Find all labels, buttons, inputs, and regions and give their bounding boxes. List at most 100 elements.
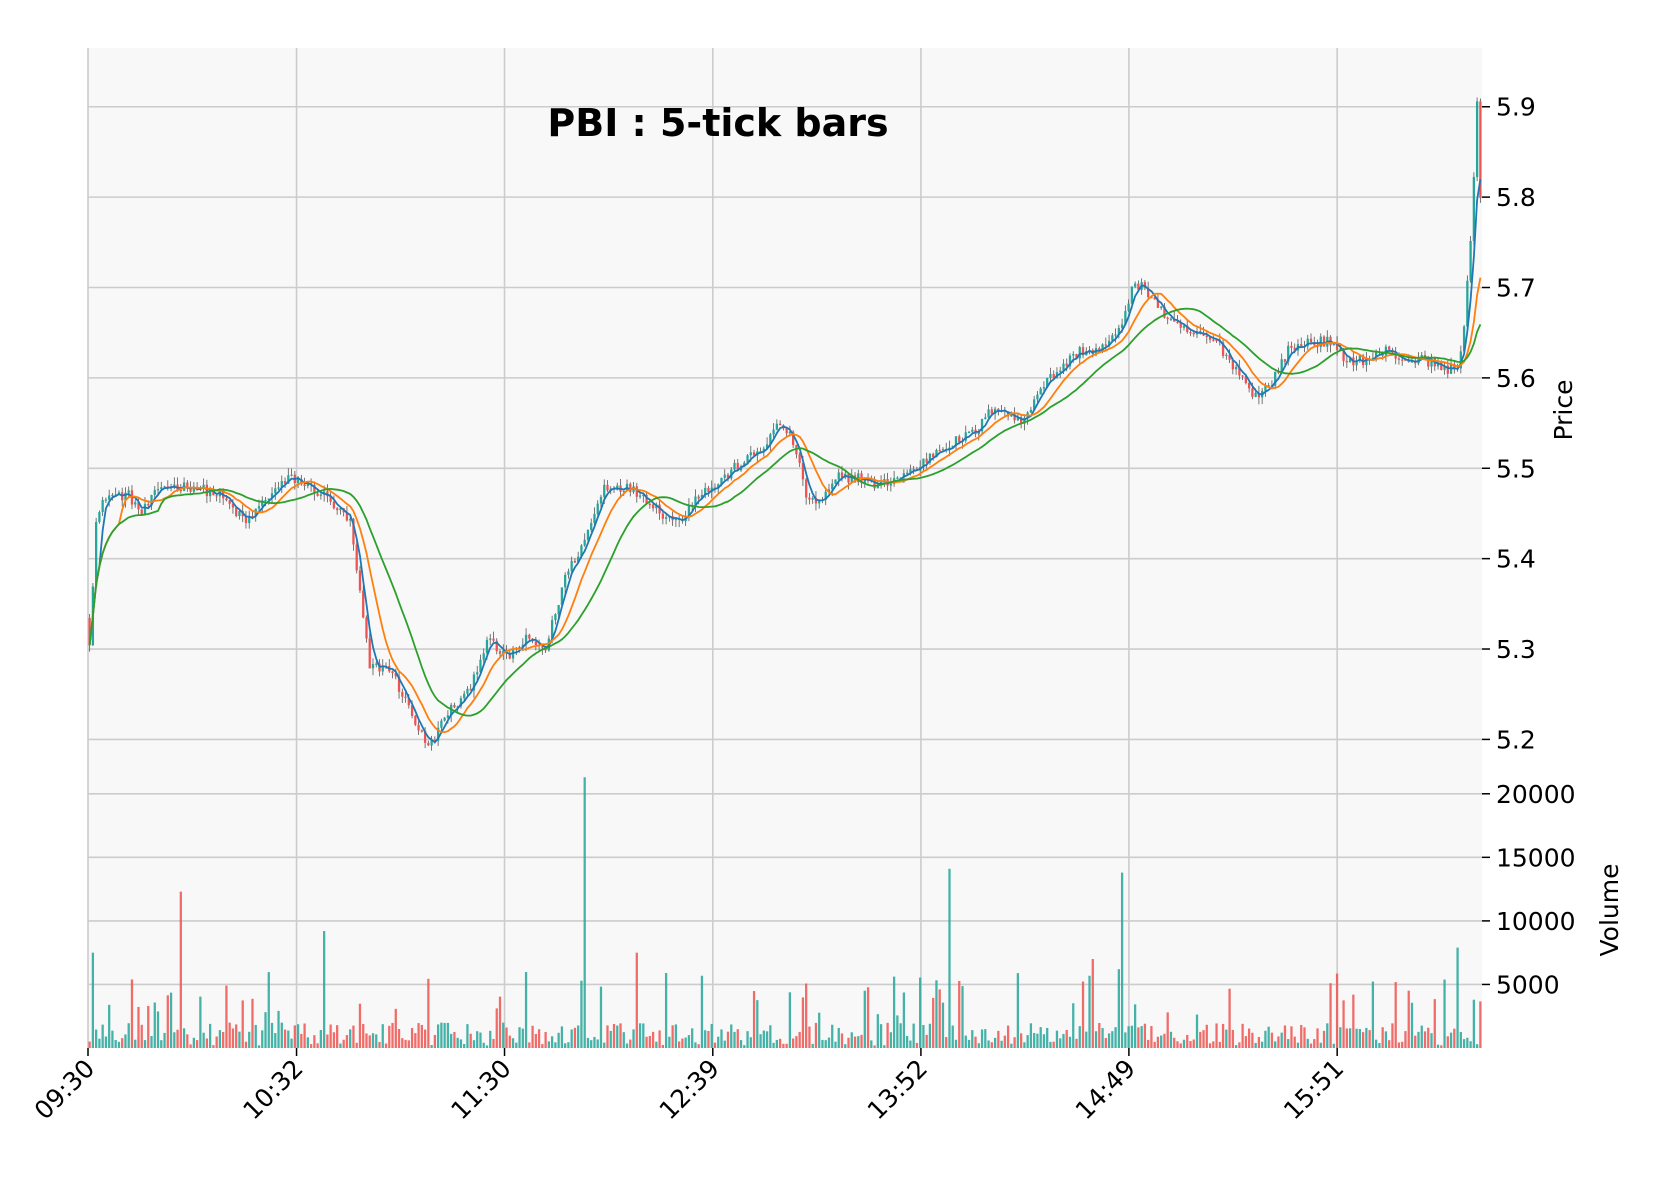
candle-down	[1179, 321, 1182, 328]
volume-bar-up	[723, 1040, 726, 1048]
candle-up	[479, 659, 482, 673]
volume-bar-up	[625, 1043, 629, 1048]
candle-down	[332, 501, 336, 509]
volume-bar-up	[1130, 1025, 1134, 1048]
volume-bar-up	[117, 1041, 121, 1048]
volume-bar-down	[130, 979, 134, 1048]
volume-bar-down	[404, 1039, 407, 1048]
volume-bar-down	[915, 1042, 919, 1048]
candle-up	[912, 468, 915, 471]
candle-up	[775, 423, 778, 430]
volume-bar-down	[407, 1040, 410, 1048]
volume-bar-up	[746, 1031, 749, 1048]
volume-bar-down	[798, 1032, 801, 1048]
candle-down	[528, 634, 531, 639]
candle-up	[511, 649, 515, 659]
volume-bar-up	[1339, 1027, 1342, 1048]
candle-down	[362, 590, 365, 618]
candle-up	[590, 523, 593, 531]
volume-bar-up	[277, 1010, 280, 1048]
volume-bar-up	[1107, 1033, 1111, 1048]
candle-up	[114, 494, 117, 496]
volume-bar-up	[596, 1039, 599, 1048]
volume-bar-down	[378, 1042, 381, 1048]
volume-bar-down	[244, 1041, 248, 1048]
volume-bar-down	[792, 1038, 795, 1048]
candle-down	[736, 462, 739, 471]
candle-down	[635, 486, 638, 497]
volume-bar-down	[886, 1022, 889, 1048]
candle-down	[1244, 375, 1248, 384]
candle-up	[127, 490, 130, 493]
volume-bar-down	[1361, 1032, 1365, 1048]
price-tick-label: 5.4	[1496, 545, 1536, 574]
candle-up	[909, 469, 912, 473]
volume-bar-down	[384, 1043, 388, 1048]
volume-bar-up	[941, 1002, 945, 1048]
volume-bar-down	[1081, 981, 1085, 1048]
candle-down	[1215, 339, 1218, 341]
volume-bar-down	[1440, 1045, 1443, 1048]
volume-bar-down	[1391, 1023, 1394, 1048]
volume-bar-up	[557, 1032, 560, 1048]
volume-bar-up	[1033, 1032, 1036, 1048]
candle-up	[769, 434, 772, 445]
candle-down	[541, 646, 544, 648]
volume-bar-down	[1414, 1035, 1417, 1048]
candle-up	[557, 604, 560, 615]
candle-down	[1052, 374, 1055, 379]
volume-bar-up	[564, 1043, 567, 1048]
candle-up	[850, 475, 853, 483]
volume-bar-down	[222, 1031, 225, 1048]
candle-down	[1335, 343, 1339, 350]
volume-bar-up	[765, 1031, 769, 1048]
candle-down	[235, 507, 238, 516]
volume-bar-up	[837, 1027, 840, 1048]
candle-up	[1029, 409, 1033, 413]
candle-down	[1221, 342, 1225, 356]
volume-bar-up	[199, 996, 202, 1048]
candle-up	[831, 483, 834, 490]
volume-bar-down	[495, 1008, 498, 1048]
candle-up	[967, 431, 971, 434]
candle-up	[489, 638, 492, 640]
candle-up	[208, 488, 212, 497]
candle-up	[466, 688, 469, 694]
candle-down	[752, 452, 756, 456]
volume-bar-down	[713, 1042, 717, 1048]
volume-bar-up	[1436, 1044, 1440, 1048]
volume-bar-up	[280, 1022, 283, 1048]
candle-down	[368, 638, 371, 669]
volume-bar-up	[560, 1026, 564, 1048]
volume-bar-up	[710, 1023, 713, 1048]
volume-bar-up	[980, 1029, 984, 1048]
volume-bar-up	[922, 1024, 925, 1048]
candle-up	[603, 484, 606, 497]
volume-bar-down	[808, 1026, 811, 1048]
candle-up	[743, 462, 746, 467]
volume-bar-down	[498, 996, 502, 1048]
volume-bar-down	[801, 997, 805, 1048]
volume-bar-down	[805, 983, 808, 1048]
volume-bar-up	[1120, 872, 1124, 1048]
candle-down	[336, 508, 339, 511]
candle-down	[283, 481, 287, 484]
candle-down	[1075, 354, 1078, 359]
volume-bar-up	[163, 1032, 166, 1048]
volume-bar-up	[870, 1040, 873, 1048]
volume-bar-up	[430, 1045, 433, 1048]
candle-down	[498, 651, 502, 654]
volume-bar-down	[88, 1041, 91, 1048]
volume-bar-up	[440, 1022, 443, 1048]
volume-bar-up	[466, 1024, 469, 1048]
volume-bar-up	[599, 986, 603, 1048]
candle-up	[876, 485, 879, 489]
volume-bar-up	[638, 1023, 642, 1048]
volume-bar-up	[296, 1024, 300, 1048]
price-tick-label: 5.5	[1496, 454, 1536, 483]
volume-bar-up	[967, 1039, 971, 1048]
candle-down	[1163, 306, 1166, 318]
candle-up	[837, 472, 840, 480]
price-tick-label: 5.8	[1496, 183, 1536, 212]
volume-bar-up	[1449, 1032, 1453, 1048]
